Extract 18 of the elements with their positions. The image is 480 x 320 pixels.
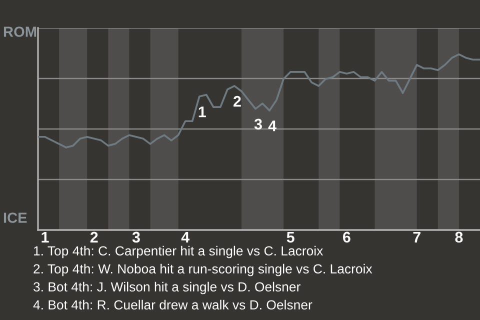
x-tick-label: 4 bbox=[181, 232, 190, 242]
annotation: 1 bbox=[198, 106, 206, 118]
x-tick-label: 2 bbox=[90, 232, 98, 242]
x-tick-label: 3 bbox=[132, 232, 140, 243]
annotation: 4 bbox=[268, 120, 276, 132]
x-tick-label: 1 bbox=[42, 232, 49, 242]
text: 2. Top 4th: W. Noboa hit a run-scoring single vs C. Lacroix bbox=[34, 264, 372, 276]
text: 4. Bot 4th: R. Cuellar drew a walk vs D. Oelsner bbox=[33, 300, 312, 310]
x-tick-label: 6 bbox=[343, 232, 350, 243]
annotation: 3 bbox=[254, 118, 262, 130]
text: 1. Top 4th: C. Carpentier hit a single vs C. Lacroix bbox=[34, 246, 324, 258]
x-tick-label: 7 bbox=[413, 232, 420, 242]
x-tick-label: 5 bbox=[286, 232, 294, 243]
text: ICE bbox=[4, 212, 27, 223]
x-tick-label: 8 bbox=[455, 232, 463, 243]
text: 3. Bot 4th: J. Wilson hit a single vs D. Oelsner bbox=[34, 282, 300, 294]
text: ROM bbox=[4, 26, 36, 37]
annotation: 2 bbox=[234, 96, 241, 107]
